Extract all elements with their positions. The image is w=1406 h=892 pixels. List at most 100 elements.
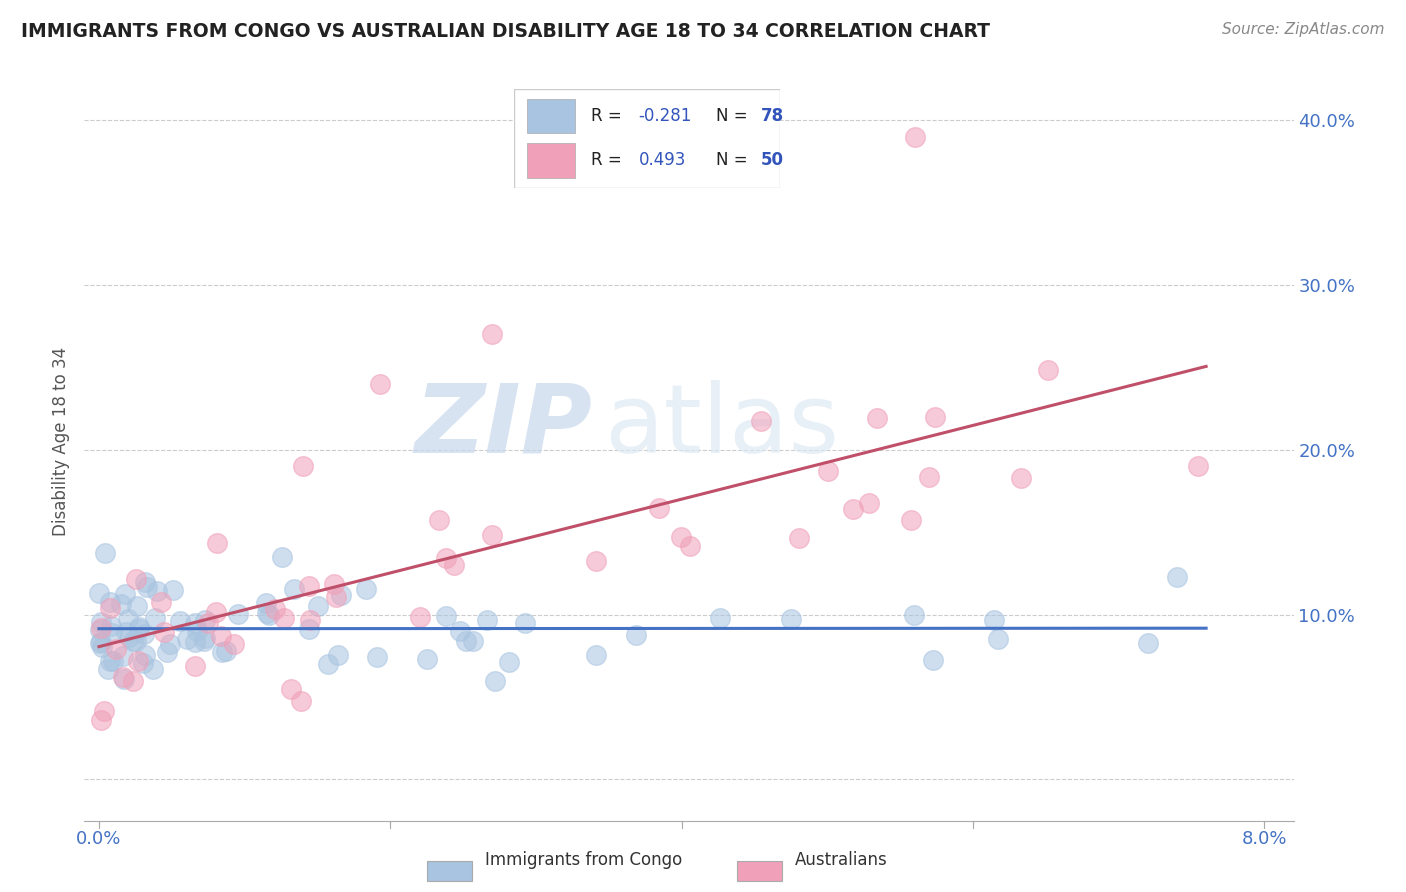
Point xyxy=(211,644,233,658)
Point xyxy=(152,625,174,640)
Point xyxy=(131,656,153,670)
Point xyxy=(142,662,165,676)
Point xyxy=(709,611,731,625)
Point xyxy=(122,634,145,648)
Point xyxy=(176,632,198,646)
Point xyxy=(273,611,295,625)
Point xyxy=(134,648,156,662)
Point xyxy=(90,621,112,635)
Point xyxy=(463,633,485,648)
Point xyxy=(434,550,457,565)
Point xyxy=(270,549,292,564)
Text: Australians: Australians xyxy=(794,851,887,869)
Point xyxy=(134,626,156,640)
Point xyxy=(136,580,159,594)
Point xyxy=(117,631,139,645)
Point xyxy=(94,545,117,559)
Y-axis label: Disability Age 18 to 34: Disability Age 18 to 34 xyxy=(52,347,70,536)
Point xyxy=(817,464,839,478)
Point xyxy=(481,528,503,542)
Point xyxy=(207,536,229,550)
Point xyxy=(197,615,219,630)
Point xyxy=(89,623,111,637)
Text: IMMIGRANTS FROM CONGO VS AUSTRALIAN DISABILITY AGE 18 TO 34 CORRELATION CHART: IMMIGRANTS FROM CONGO VS AUSTRALIAN DISA… xyxy=(21,22,990,41)
Point xyxy=(97,663,120,677)
Point xyxy=(280,681,302,696)
Point xyxy=(298,579,321,593)
Point xyxy=(325,590,347,604)
Point xyxy=(156,645,179,659)
Point xyxy=(983,613,1005,627)
Point xyxy=(671,530,693,544)
Point xyxy=(427,513,450,527)
Point xyxy=(449,624,471,638)
Point xyxy=(117,612,139,626)
Point xyxy=(842,501,865,516)
Point xyxy=(368,376,391,391)
Point xyxy=(434,609,457,624)
Point xyxy=(454,634,477,648)
Point xyxy=(1038,363,1060,377)
Point xyxy=(98,600,121,615)
Point xyxy=(264,602,287,616)
Point xyxy=(298,613,321,627)
Point xyxy=(904,129,927,144)
Point xyxy=(513,616,536,631)
Point xyxy=(100,619,122,633)
Point xyxy=(127,654,149,668)
Point xyxy=(780,612,803,626)
Point xyxy=(204,605,226,619)
Point xyxy=(105,642,128,657)
Point xyxy=(90,615,112,630)
Point xyxy=(184,616,207,631)
Point xyxy=(298,622,321,636)
Point xyxy=(679,539,702,553)
Point xyxy=(112,649,135,664)
Point xyxy=(146,583,169,598)
Point xyxy=(903,607,925,622)
Point xyxy=(90,635,112,649)
Point xyxy=(256,606,278,620)
Point xyxy=(186,624,208,638)
Point xyxy=(169,614,191,628)
Text: Immigrants from Congo: Immigrants from Congo xyxy=(485,851,682,869)
Point xyxy=(408,610,430,624)
Point xyxy=(125,633,148,648)
Point xyxy=(1010,471,1032,485)
Point xyxy=(100,625,122,640)
Point xyxy=(354,582,377,597)
Point xyxy=(1187,458,1209,473)
Point xyxy=(585,554,607,568)
Point xyxy=(484,673,506,688)
Bar xyxy=(427,861,472,880)
Point xyxy=(194,613,217,627)
Point xyxy=(283,582,305,596)
Point xyxy=(749,414,772,428)
Point xyxy=(122,673,145,688)
Point xyxy=(143,611,166,625)
Point xyxy=(323,577,346,591)
Point xyxy=(125,572,148,586)
Point xyxy=(328,648,350,663)
Point xyxy=(866,411,889,425)
Point xyxy=(90,640,112,654)
Point xyxy=(987,632,1010,647)
Point xyxy=(1166,570,1188,584)
Point xyxy=(115,625,138,640)
Point xyxy=(134,575,156,590)
Point xyxy=(316,657,339,671)
Point xyxy=(125,599,148,613)
Point xyxy=(93,705,115,719)
Point xyxy=(112,673,135,687)
Point xyxy=(922,653,945,667)
Point xyxy=(194,632,217,646)
Point xyxy=(900,513,922,527)
Point xyxy=(917,470,939,484)
Text: ZIP: ZIP xyxy=(415,380,592,473)
Point xyxy=(858,496,880,510)
Point xyxy=(415,652,437,666)
Point xyxy=(648,501,671,516)
Point xyxy=(89,713,111,727)
Point xyxy=(193,634,215,648)
Point xyxy=(498,655,520,669)
